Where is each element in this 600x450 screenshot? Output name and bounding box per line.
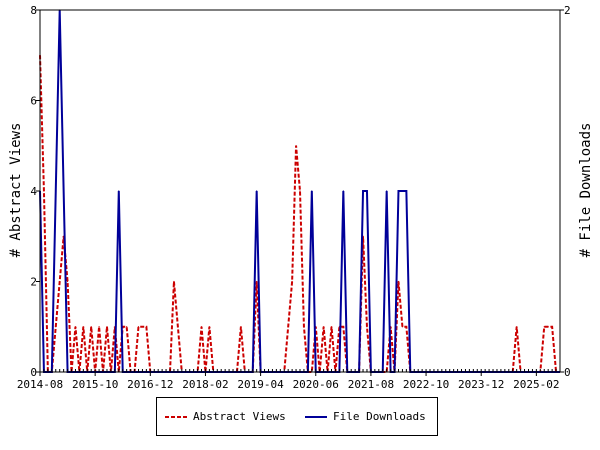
data-point-file-downloads — [405, 190, 407, 192]
data-point-abstract-views — [342, 326, 344, 328]
x-tick-label: 2016-12 — [127, 378, 173, 391]
data-point-abstract-views — [397, 280, 400, 283]
data-point-abstract-views — [291, 280, 293, 283]
data-point-abstract-views — [106, 326, 108, 328]
data-point-file-downloads — [311, 190, 313, 192]
data-point-abstract-views — [141, 326, 144, 328]
legend: Abstract Views File Downloads — [156, 397, 438, 436]
data-point-abstract-views — [366, 326, 368, 328]
data-point-file-downloads — [362, 190, 364, 192]
data-point-abstract-views — [240, 326, 242, 328]
y-axis-title-right: # File Downloads — [578, 123, 594, 258]
x-tick-label: 2018-02 — [182, 378, 228, 391]
x-tick-label: 2023-12 — [458, 378, 504, 391]
data-point-file-downloads — [63, 190, 65, 192]
data-point-abstract-views — [287, 326, 289, 328]
data-point-abstract-views — [82, 326, 84, 328]
data-point-abstract-views — [543, 326, 545, 328]
y-tick-label-left: 6 — [30, 95, 37, 108]
data-point-abstract-views — [90, 326, 92, 328]
data-point-file-downloads — [401, 190, 404, 192]
data-point-abstract-views — [401, 326, 404, 328]
x-tick-label: 2015-10 — [72, 378, 118, 391]
legend-label-file-downloads: File Downloads — [333, 410, 426, 423]
data-point-abstract-views — [323, 326, 325, 328]
y-axis-title-left: # Abstract Views — [8, 123, 24, 258]
data-point-abstract-views — [295, 145, 297, 147]
data-point-abstract-views — [55, 326, 57, 328]
data-point-abstract-views — [303, 326, 305, 328]
legend-item-file-downloads: File Downloads — [305, 398, 426, 435]
y-tick-label-left: 8 — [30, 4, 37, 17]
data-point-abstract-views — [405, 326, 407, 328]
x-tick-label: 2025-02 — [513, 378, 559, 391]
data-point-abstract-views — [126, 326, 128, 328]
legend-swatch-solid-blue — [305, 415, 327, 418]
data-point-file-downloads — [397, 190, 400, 192]
x-tick-label: 2022-10 — [403, 378, 449, 391]
data-point-abstract-views — [74, 326, 77, 328]
data-point-abstract-views — [547, 326, 549, 328]
plot-area: 2014-08 2015-10 2016-12 2018-02 2019-04 2020-… — [17, 4, 571, 391]
data-point-abstract-views — [137, 326, 140, 328]
y-tick-label-left: 0 — [30, 366, 37, 379]
data-point-abstract-views — [98, 326, 100, 328]
data-point-abstract-views — [173, 280, 175, 283]
y-tick-label-right: 0 — [564, 366, 571, 379]
y-axis-title-right-text: # File Downloads — [578, 123, 594, 258]
data-point-abstract-views — [330, 326, 333, 328]
data-point-file-downloads — [256, 190, 258, 192]
data-point-abstract-views — [66, 280, 69, 283]
data-point-abstract-views — [208, 326, 210, 328]
data-point-file-downloads — [342, 190, 344, 192]
legend-item-abstract-views: Abstract Views — [165, 398, 286, 435]
data-point-abstract-views — [200, 326, 203, 328]
data-point-file-downloads — [366, 190, 368, 192]
data-point-abstract-views — [551, 326, 553, 328]
legend-label-abstract-views: Abstract Views — [193, 410, 286, 423]
x-tick-label: 2014-08 — [17, 378, 63, 391]
x-tick-label: 2020-06 — [293, 378, 339, 391]
data-point-file-downloads — [118, 190, 120, 192]
y-tick-label-right: 2 — [564, 4, 571, 17]
legend-swatch-dashed-red — [165, 415, 187, 418]
data-point-abstract-views — [516, 326, 518, 328]
data-point-abstract-views — [145, 326, 147, 328]
data-point-abstract-views — [43, 190, 45, 192]
x-tick-label: 2019-04 — [237, 378, 284, 391]
data-point-file-downloads — [386, 190, 388, 192]
y-axis-title-left-text: # Abstract Views — [8, 123, 24, 258]
data-point-abstract-views — [59, 280, 61, 283]
chart: # Abstract Views # File Downloads 2014-0… — [8, 4, 594, 391]
x-tick-label: 2021-08 — [348, 378, 394, 391]
y-tick-label-left: 4 — [30, 185, 37, 198]
data-point-abstract-views — [256, 280, 258, 283]
data-point-abstract-views — [299, 190, 301, 192]
data-point-file-downloads — [55, 190, 57, 192]
y-tick-label-left: 2 — [30, 276, 37, 289]
data-point-abstract-views — [177, 326, 179, 328]
